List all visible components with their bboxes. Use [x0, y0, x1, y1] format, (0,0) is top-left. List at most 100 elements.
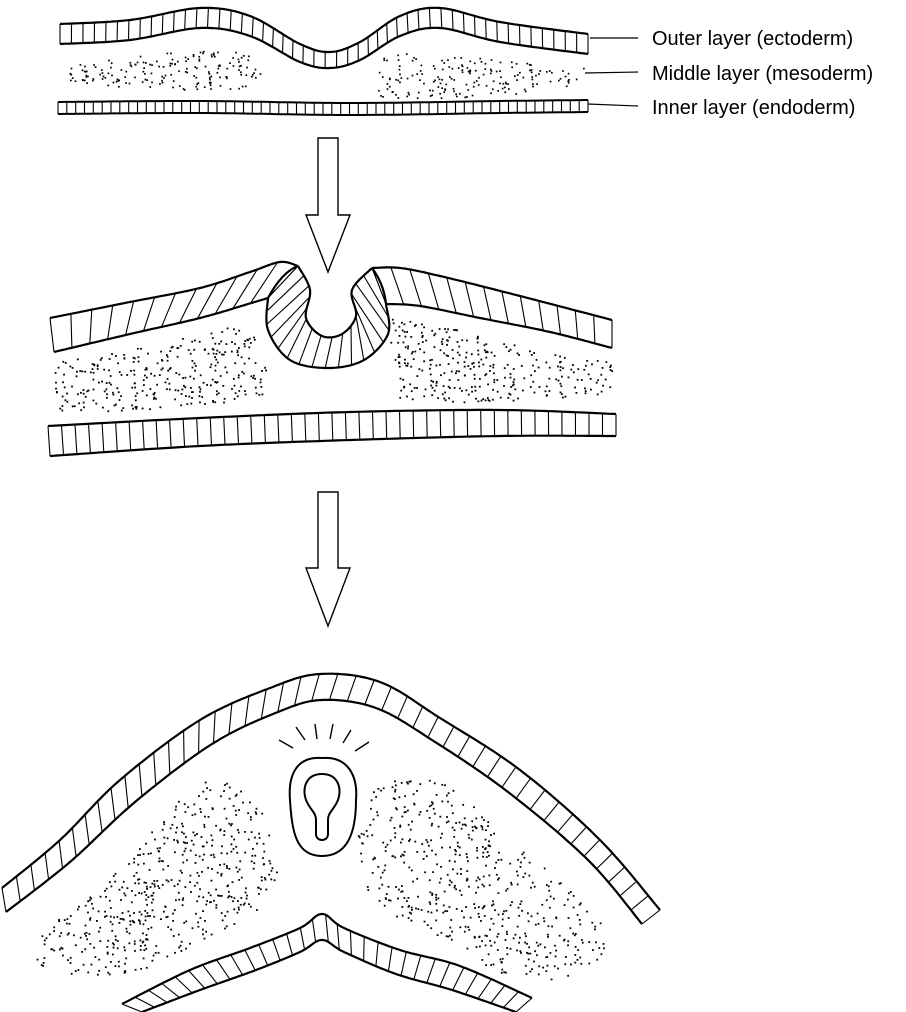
- mesoderm-dot: [151, 894, 154, 897]
- mesoderm-dot: [446, 794, 448, 797]
- mesoderm-dot: [401, 885, 403, 887]
- mesoderm-dot: [111, 353, 113, 355]
- mesoderm-dot: [234, 343, 236, 345]
- mesoderm-dot: [451, 67, 454, 70]
- mesoderm-dot: [210, 332, 213, 335]
- mesoderm-dot: [108, 899, 111, 902]
- mesoderm-dot: [489, 370, 491, 372]
- mesoderm-dot: [365, 830, 368, 832]
- mesoderm-dot: [153, 374, 156, 377]
- mesoderm-dot: [154, 952, 157, 954]
- mesoderm-dot: [176, 60, 179, 63]
- mesoderm-dot: [397, 897, 399, 900]
- mesoderm-dot: [563, 357, 566, 359]
- mesoderm-dot: [193, 348, 196, 351]
- mesoderm-dot: [207, 866, 209, 869]
- mesoderm-dot: [211, 337, 214, 339]
- mesoderm-dot: [463, 365, 466, 368]
- mesoderm-dot: [225, 817, 228, 820]
- mesoderm-dot: [248, 337, 251, 340]
- mesoderm-dot: [217, 51, 219, 54]
- mesoderm-dot: [123, 357, 126, 360]
- mesoderm-dot: [134, 63, 137, 66]
- mesoderm-dot: [480, 358, 483, 361]
- mesoderm-dot: [469, 72, 471, 75]
- mesoderm-dot: [209, 81, 212, 84]
- mesoderm-dot: [242, 903, 245, 906]
- mesoderm-dot: [439, 836, 442, 839]
- mesoderm-dot: [389, 899, 392, 902]
- mesoderm-dot: [418, 813, 421, 816]
- mesoderm-dot: [594, 925, 597, 928]
- mesoderm-dot: [139, 939, 142, 942]
- mesoderm-dot: [101, 69, 103, 71]
- mesoderm-dot: [447, 59, 449, 61]
- mesoderm-dot: [81, 370, 84, 373]
- mesoderm-dot: [512, 937, 515, 940]
- mesoderm-dot: [564, 395, 567, 398]
- mesoderm-dot: [69, 365, 72, 368]
- mesoderm-dot: [154, 838, 156, 841]
- mesoderm-dot: [397, 356, 400, 358]
- mesoderm-dot: [548, 377, 551, 380]
- mesoderm-dot: [182, 338, 184, 340]
- mesoderm-dot: [118, 888, 121, 891]
- mesoderm-dot: [203, 853, 205, 856]
- mesoderm-dot: [237, 829, 239, 831]
- mesoderm-dot: [79, 936, 82, 939]
- mesoderm-dot: [377, 866, 380, 868]
- mesoderm-dot: [576, 914, 579, 916]
- mesoderm-dot: [236, 870, 239, 873]
- mesoderm-dot: [463, 817, 466, 820]
- mesoderm-dot: [574, 954, 577, 956]
- mesoderm-dot: [458, 821, 461, 824]
- mesoderm-dot: [193, 362, 196, 365]
- mesoderm-dot: [471, 386, 473, 388]
- mesoderm-dot: [145, 394, 148, 397]
- cell-wall: [351, 293, 384, 343]
- mesoderm-dot: [436, 863, 438, 866]
- mesoderm-dot: [519, 866, 522, 868]
- mesoderm-dot: [226, 865, 228, 867]
- mesoderm-dot: [211, 868, 213, 870]
- mesoderm-dot: [198, 55, 201, 58]
- mesoderm-dot: [412, 793, 415, 796]
- mesoderm-dot: [99, 895, 102, 898]
- cell-wall: [490, 985, 506, 1004]
- mesoderm-dot: [107, 939, 110, 942]
- cell-wall: [608, 866, 626, 883]
- mesoderm-dot: [122, 918, 125, 921]
- mesoderm-dot: [240, 56, 243, 59]
- mesoderm-dot: [166, 388, 168, 391]
- mesoderm-dot: [441, 846, 443, 849]
- cell-wall: [596, 852, 613, 870]
- mesoderm-dot: [172, 920, 174, 922]
- mesoderm-dot: [198, 395, 201, 397]
- mesoderm-dot: [448, 66, 451, 68]
- mesoderm-dot: [71, 385, 73, 388]
- mesoderm-dot: [440, 866, 442, 868]
- mesoderm-dot: [214, 356, 216, 358]
- mesoderm-dot: [146, 885, 148, 888]
- mesoderm-dot: [112, 875, 115, 877]
- mesoderm-dot: [183, 921, 186, 924]
- mesoderm-dot: [404, 335, 407, 338]
- mesoderm-dot: [104, 77, 107, 79]
- mesoderm-dot: [521, 853, 524, 856]
- mesoderm-dot: [527, 958, 530, 961]
- mesoderm-dot: [565, 85, 568, 88]
- mesoderm-dot: [519, 950, 522, 953]
- mesoderm-dot: [84, 904, 87, 907]
- mesoderm-dot: [476, 337, 479, 340]
- mesoderm-dot: [490, 92, 492, 95]
- mesoderm-dot: [170, 879, 173, 881]
- mesoderm-dot: [203, 826, 206, 828]
- mesoderm-dot: [43, 939, 46, 942]
- mesoderm-dot: [174, 851, 176, 854]
- cell-wall: [385, 411, 388, 439]
- mesoderm-dot: [400, 782, 403, 784]
- mesoderm-dot: [123, 892, 126, 895]
- mesoderm-dot: [109, 881, 111, 884]
- mesoderm-dot: [159, 847, 161, 849]
- mesoderm-dot: [600, 390, 603, 393]
